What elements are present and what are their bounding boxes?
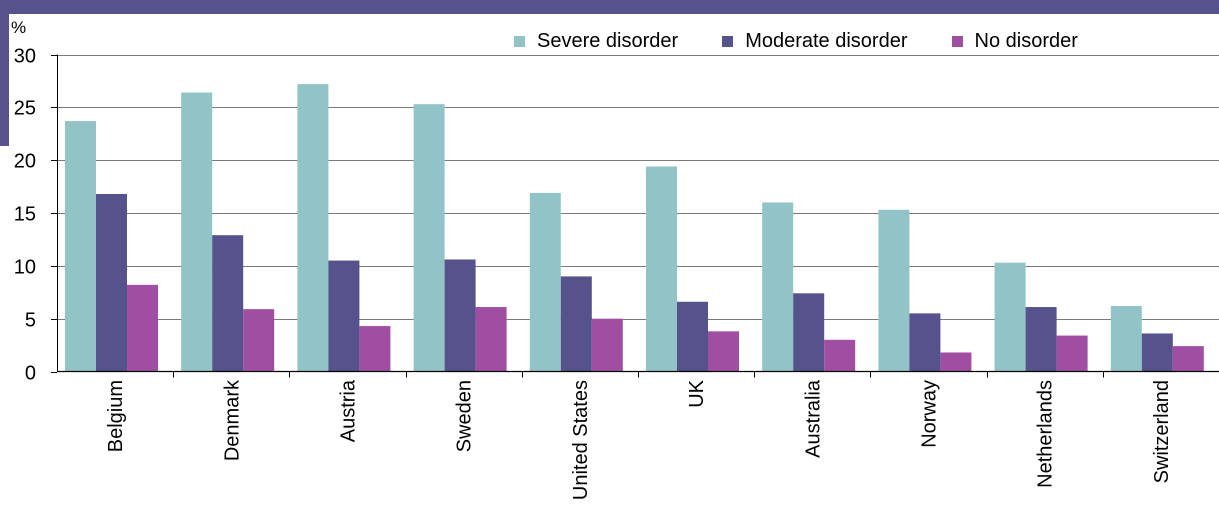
legend-label-severe: Severe disorder (537, 30, 679, 52)
bar (824, 339, 856, 372)
legend-item-moderate: Moderate disorder (722, 30, 908, 53)
legend-swatch-none (951, 36, 963, 47)
bar (1110, 305, 1142, 372)
legend-item-none: No disorder (951, 30, 1078, 53)
x-tick-label: Australia (802, 379, 824, 458)
x-tick-label: Switzerland (1151, 380, 1173, 483)
bar (878, 209, 910, 372)
side-band (0, 14, 9, 146)
x-tick-label: UK (686, 379, 708, 407)
bar (1141, 333, 1173, 372)
y-tick-label: 15 (14, 204, 36, 226)
bar (994, 262, 1026, 372)
x-tick-label: Norway (919, 380, 941, 448)
bar (793, 293, 825, 372)
bar (328, 260, 360, 372)
bar (181, 92, 213, 372)
header-band (0, 0, 1219, 14)
x-tick-label: Denmark (221, 379, 243, 461)
bar (475, 307, 507, 372)
bar (96, 193, 127, 372)
bar (1056, 335, 1088, 372)
y-tick-label: 25 (14, 98, 36, 120)
bar (708, 331, 739, 372)
legend-swatch-severe (514, 36, 525, 47)
bar (677, 301, 708, 372)
y-tick-label: 10 (14, 257, 36, 279)
bar (591, 318, 623, 372)
y-unit-label: % (11, 18, 27, 37)
bar (560, 276, 592, 372)
bar (212, 235, 244, 372)
bar (243, 309, 275, 372)
x-tick-label: Sweden (454, 380, 476, 452)
y-tick-label: 0 (25, 363, 36, 385)
bar (1172, 346, 1204, 372)
bar (413, 104, 445, 372)
bar (646, 166, 677, 372)
bar (297, 84, 329, 372)
x-tick-label: United States (570, 380, 592, 500)
bar (127, 284, 158, 372)
legend-label-none: No disorder (974, 30, 1078, 52)
legend-item-severe: Severe disorder (514, 30, 678, 53)
bar (909, 313, 941, 372)
bar (940, 352, 972, 372)
legend: Severe disorder Moderate disorder No dis… (514, 30, 1078, 53)
y-tick-label: 30 (14, 46, 36, 68)
legend-label-moderate: Moderate disorder (745, 30, 908, 52)
y-tick-label: 5 (25, 310, 36, 332)
bar (1025, 307, 1057, 372)
bar (529, 192, 561, 372)
x-tick-label: Austria (338, 379, 360, 442)
bar (444, 259, 476, 372)
bar (762, 202, 794, 372)
legend-swatch-moderate (722, 36, 734, 47)
y-tick-label: 20 (14, 151, 36, 173)
x-tick-label: Belgium (105, 380, 127, 452)
x-tick-label: Netherlands (1035, 380, 1057, 488)
bar (65, 121, 96, 372)
bar (359, 326, 391, 372)
